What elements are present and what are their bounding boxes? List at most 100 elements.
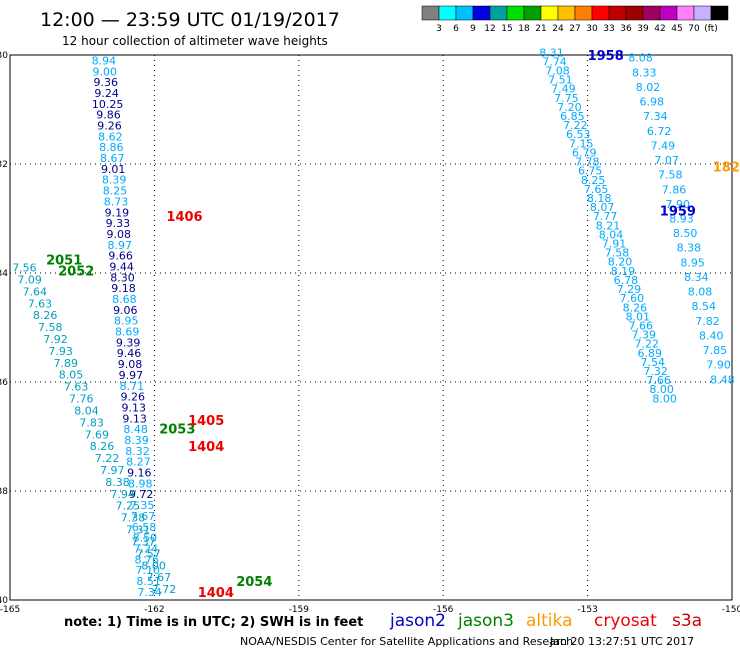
wave-height-label: 9.19: [105, 206, 130, 219]
wave-height-label: 9.24: [94, 87, 119, 100]
wave-height-label: 8.38: [677, 242, 702, 255]
wave-height-label: 7.08: [545, 64, 570, 77]
wave-height-label: 8.18: [587, 192, 612, 205]
wave-height-label: 6.58: [132, 521, 157, 534]
wave-height-label: 6.53: [566, 128, 591, 141]
wave-height-label: 8.98: [128, 477, 153, 490]
longitude-tick-label: -165: [0, 605, 20, 615]
wave-height-label: 8.00: [649, 383, 674, 396]
color-scale-label: 12: [484, 24, 495, 34]
wave-height-label: 8.01: [626, 310, 651, 323]
wave-height-label: 8.48: [710, 373, 735, 386]
wave-height-label: 8.00: [141, 559, 166, 572]
wave-height-label: 9.08: [118, 358, 143, 371]
wave-height-label: 8.38: [105, 476, 130, 489]
wave-height-label: 7.63: [64, 381, 89, 394]
wave-height-label: 7.76: [69, 393, 94, 406]
wave-height-label: 8.67: [100, 152, 125, 165]
wave-height-label: 7.69: [85, 428, 110, 441]
footer-credit: NOAA/NESDIS Center for Satellite Applica…: [240, 635, 573, 648]
wave-height-label: 7.24: [134, 542, 159, 555]
wave-height-label: 9.18: [111, 282, 136, 295]
wave-height-label: 8.26: [90, 440, 115, 453]
pass-time-label: 1959: [660, 204, 696, 219]
wave-height-label: 8.08: [628, 52, 653, 65]
wave-height-label: 7.94: [110, 488, 135, 501]
wave-height-label: 9.97: [119, 369, 144, 382]
track-jason2-west: 8.317.747.087.517.497.757.206.857.226.53…: [539, 46, 677, 405]
latitude-tick-label: -36: [0, 378, 8, 388]
wave-height-label: 8.39: [124, 434, 149, 447]
wave-height-label: 7.32: [643, 365, 668, 378]
wave-height-label: 8.31: [539, 46, 564, 59]
wave-height-label: 8.97: [107, 239, 132, 252]
color-scale-label: 15: [501, 24, 512, 34]
wave-height-label: 8.93: [669, 213, 694, 226]
wave-height-label: 7.31: [126, 524, 151, 537]
color-swatch: [591, 5, 610, 21]
color-scale-label: 18: [518, 24, 530, 34]
wave-height-label: 7.72: [152, 583, 177, 596]
wave-height-label: 7.58: [605, 247, 630, 260]
wave-height-label: 7.20: [557, 101, 582, 114]
wave-height-label: 9.00: [93, 65, 118, 78]
wave-height-label: 8.34: [684, 271, 709, 284]
track-cryosat-descending: 8.949.009.369.2410.259.869.268.628.868.6…: [92, 54, 162, 598]
wave-height-label: 9.39: [116, 336, 141, 349]
latitude-tick-label: -34: [0, 269, 8, 279]
color-swatch: [693, 5, 712, 21]
wave-height-label: 8.50: [673, 227, 698, 240]
color-swatch: [608, 5, 627, 21]
wave-height-label: 6.78: [614, 274, 639, 287]
color-scale-label: 24: [552, 24, 564, 34]
wave-height-label: 9.01: [101, 163, 126, 176]
wave-height-label: 7.29: [617, 283, 642, 296]
color-scale-label: 9: [470, 24, 476, 34]
color-scale-label: (ft): [704, 24, 718, 34]
wave-height-label: 9.33: [106, 217, 131, 230]
wave-height-label: 7.77: [593, 210, 618, 223]
wave-height-label: 9.86: [96, 109, 121, 122]
wave-height-label: 6.98: [639, 96, 664, 109]
wave-height-label: 8.33: [632, 66, 657, 79]
wave-height-label: 7.49: [651, 139, 676, 152]
color-scale-label: 42: [654, 24, 665, 34]
longitude-tick-label: -150: [722, 605, 740, 615]
satellite-tracks: 8.949.009.369.2410.259.869.268.628.868.6…: [12, 46, 734, 599]
wave-height-label: 8.02: [636, 81, 661, 94]
wave-height-label: 7.90: [665, 198, 690, 211]
latitude-tick-label: -40: [0, 596, 8, 606]
wave-height-label: 7.63: [28, 297, 53, 310]
map-border: [9, 54, 733, 601]
color-scale-label: 36: [620, 24, 632, 34]
wave-height-label: 8.04: [74, 404, 99, 417]
color-swatch: [506, 5, 525, 21]
wave-height-label: 9.06: [113, 304, 138, 317]
color-scale-label: 30: [586, 24, 598, 34]
wave-height-label: 7.51: [548, 74, 573, 87]
wave-height-label: 7.39: [632, 329, 657, 342]
pass-time-label: 2052: [58, 264, 94, 279]
wave-height-label: 7.22: [635, 338, 660, 351]
map-frame: [9, 54, 733, 601]
wave-height-label: 7.58: [658, 169, 683, 182]
color-swatch: [540, 5, 559, 21]
wave-height-label: 7.82: [695, 315, 720, 328]
pass-time-label: 2051: [46, 253, 82, 268]
wave-height-label: 8.26: [33, 309, 58, 322]
wave-height-label: 8.71: [120, 380, 145, 393]
footer-note: note: 1) Time is in UTC; 2) SWH is in fe…: [64, 615, 363, 630]
wave-height-label: 8.95: [680, 256, 705, 269]
color-swatch: [710, 5, 729, 21]
pass-time-label: 1405: [188, 414, 224, 429]
wave-height-label: 7.10: [135, 564, 160, 577]
wave-height-label: 8.51: [136, 575, 161, 588]
color-swatch: [659, 5, 678, 21]
wave-height-label: 6.79: [572, 146, 597, 159]
wave-height-label: 7.90: [706, 359, 731, 372]
wave-height-label: 8.54: [692, 300, 717, 313]
page-title: 12:00 — 23:59 UTC 01/19/2017: [40, 9, 340, 31]
wave-height-label: 7.34: [137, 586, 162, 599]
